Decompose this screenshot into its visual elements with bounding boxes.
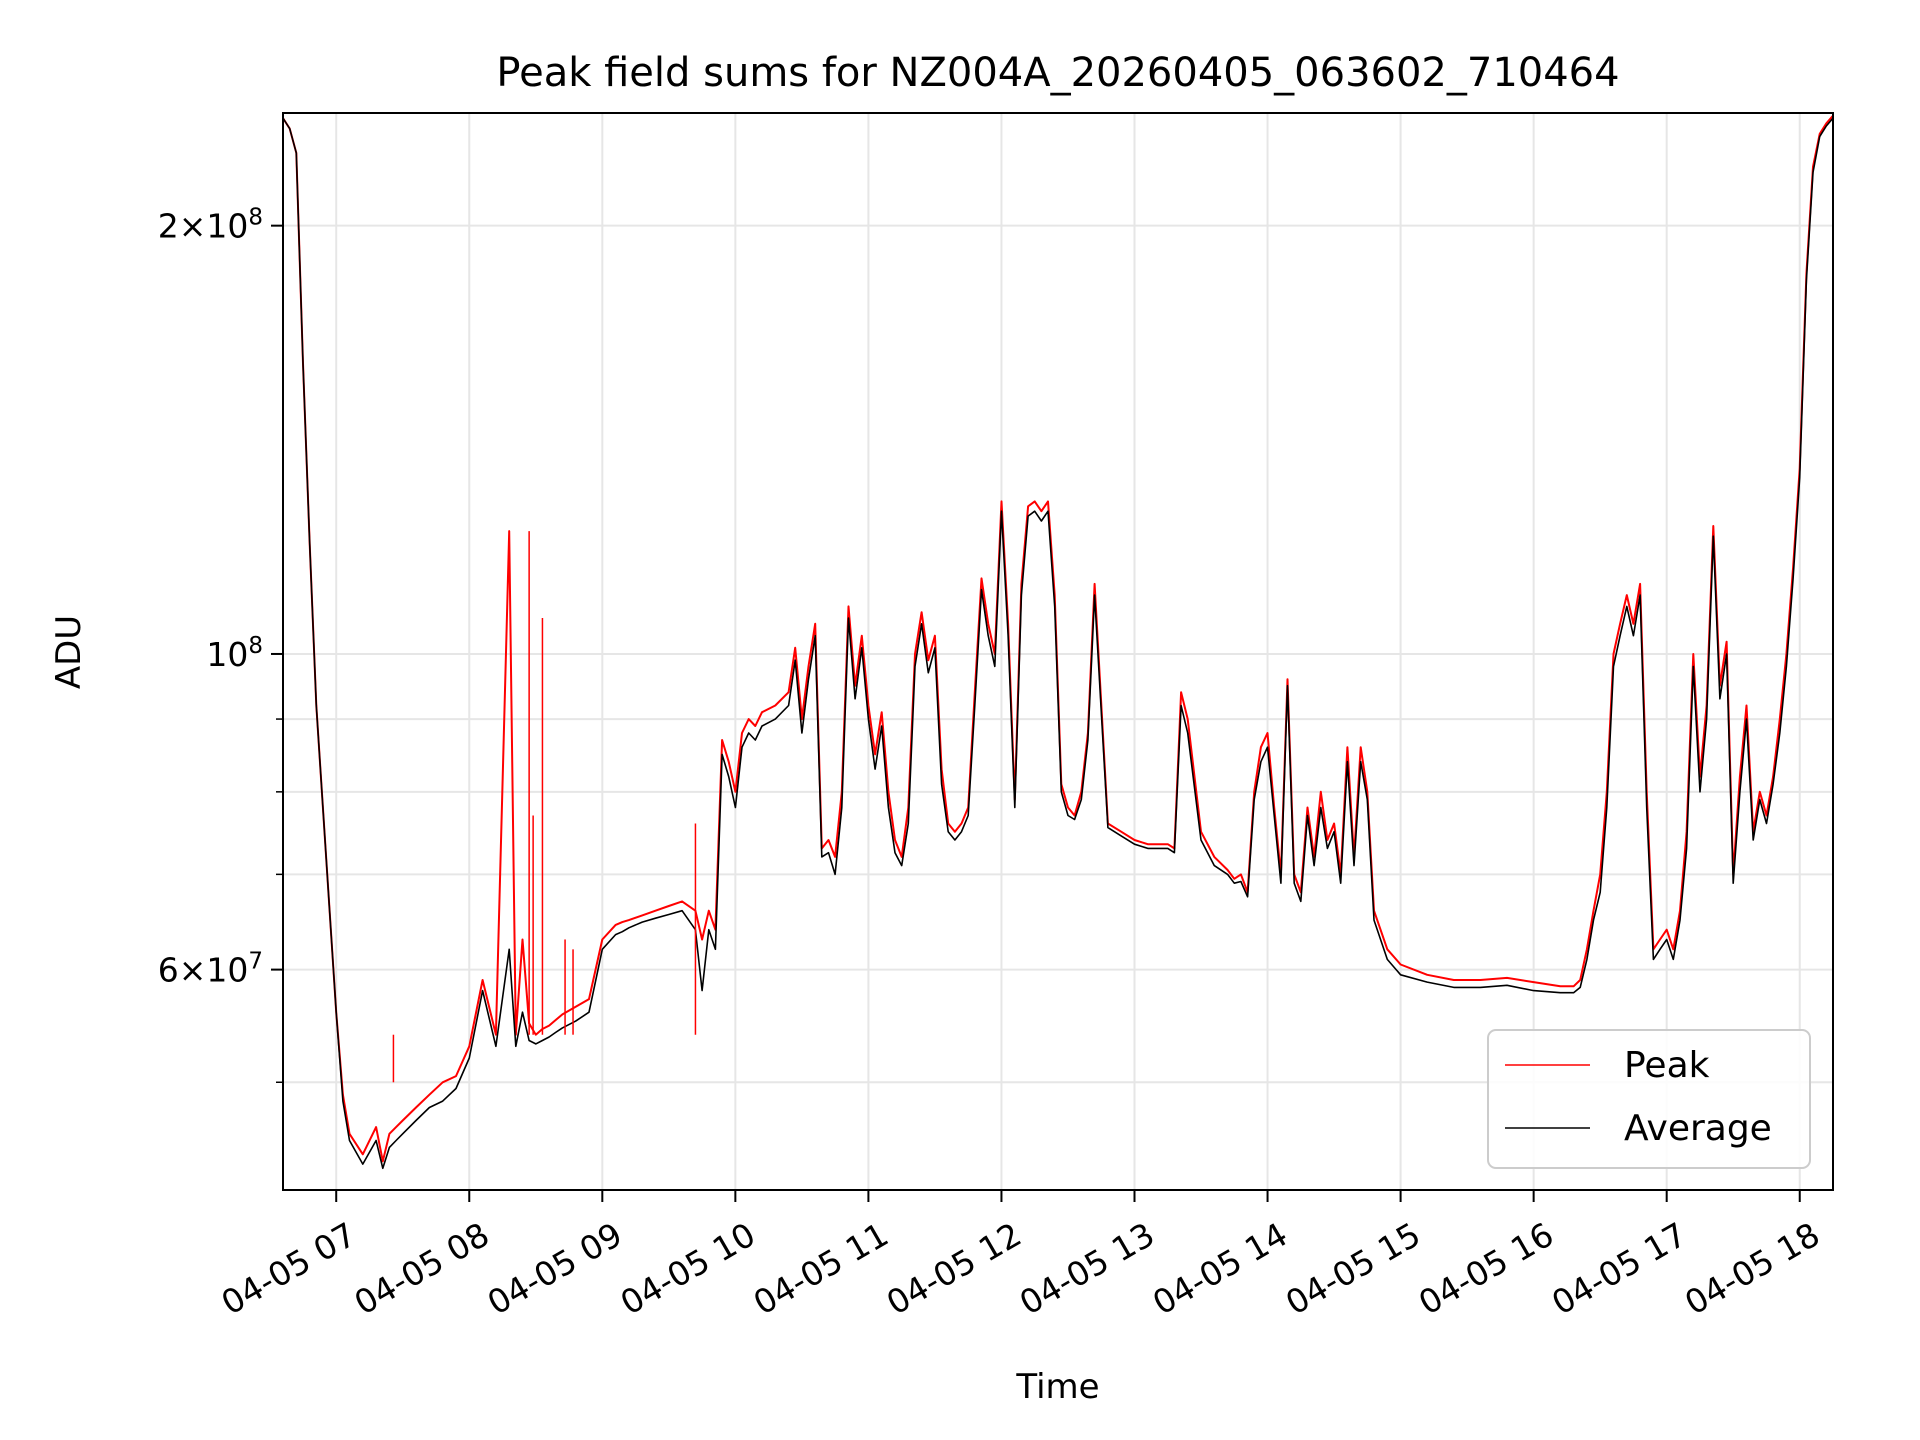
legend-label-average: Average	[1624, 1108, 1772, 1149]
series-group	[283, 114, 1833, 1170]
x-tick-label: 04-05 09	[481, 1215, 629, 1323]
x-tick-label: 04-05 15	[1279, 1215, 1427, 1323]
legend: Peak Average	[1487, 1029, 1811, 1169]
y-tick-label: 6×107	[158, 949, 263, 990]
y-tick-label: 108	[206, 633, 263, 674]
x-tick-label: 04-05 13	[1013, 1215, 1161, 1323]
x-tick-label: 04-05 14	[1146, 1215, 1294, 1323]
legend-label-peak: Peak	[1624, 1045, 1710, 1086]
x-tick-label: 04-05 12	[880, 1215, 1028, 1323]
x-tick-label: 04-05 07	[215, 1215, 363, 1323]
x-tick-label: 04-05 17	[1545, 1215, 1693, 1323]
y-axis: 6×107 108 2×108	[158, 205, 283, 1084]
plot-area	[283, 114, 1833, 1170]
x-tick-label: 04-05 18	[1678, 1215, 1826, 1323]
x-axis-label: Time	[1015, 1367, 1099, 1407]
x-tick-label: 04-05 08	[348, 1215, 496, 1323]
plot-frame	[282, 112, 1834, 1191]
series-line-peak	[283, 114, 1833, 1163]
y-tick-label: 2×108	[158, 205, 263, 246]
chart-title: Peak field sums for NZ004A_20260405_0636…	[496, 50, 1619, 96]
x-tick-label: 04-05 11	[747, 1215, 895, 1323]
series-line-average	[283, 117, 1833, 1170]
x-tick-label: 04-05 16	[1412, 1215, 1560, 1323]
x-tick-label: 04-05 10	[614, 1215, 762, 1323]
y-axis-label: ADU	[49, 615, 89, 689]
